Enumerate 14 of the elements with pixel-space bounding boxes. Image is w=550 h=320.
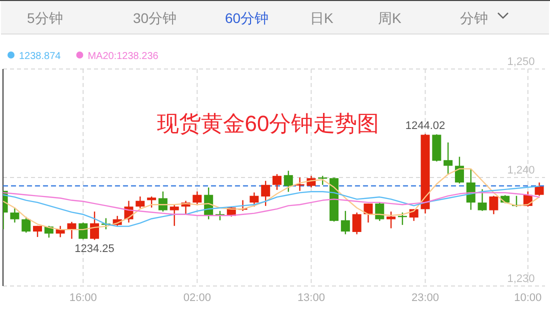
x-tick-label: 13:00 [297, 292, 325, 304]
x-tick-label: 23:00 [411, 292, 440, 304]
legend-item: 1238.874 [8, 51, 61, 62]
x-tick-label: 02:00 [183, 292, 211, 304]
y-tick-label: 1,240 [507, 164, 535, 176]
legend-label: 1238.874 [19, 51, 62, 62]
x-tick-label: 16:00 [69, 292, 97, 304]
y-tick-label: 1,250 [507, 56, 535, 68]
annotation: 1244.02 [405, 120, 446, 132]
y-tick-label: 1,230 [507, 273, 535, 285]
x-tick-label: 10:00 [514, 292, 542, 304]
text: 现货黄金60分钟走势图 [156, 111, 380, 136]
annotation: 1234.25 [74, 242, 114, 255]
legend-item: MA20:1238.236 [76, 51, 158, 62]
